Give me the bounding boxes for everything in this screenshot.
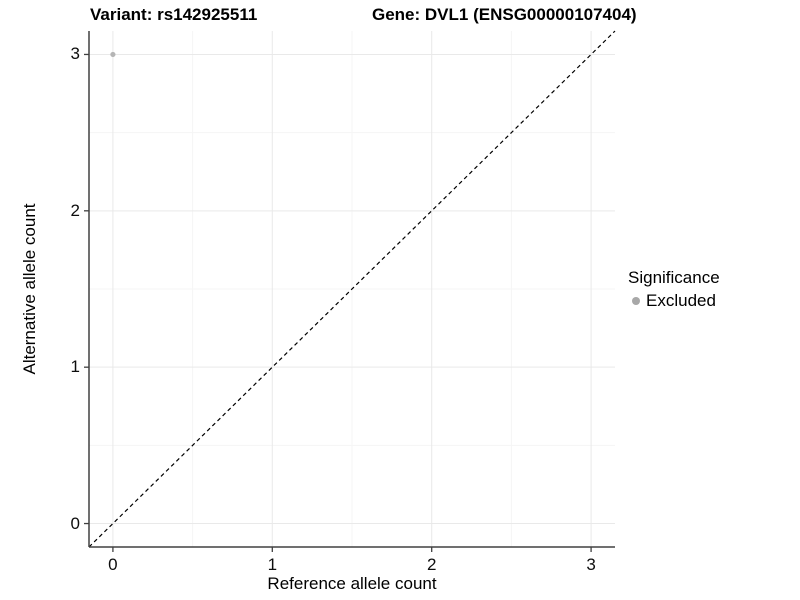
plot-title-variant: Variant: rs142925511 [90, 5, 258, 24]
identity-reference-line [88, 30, 616, 548]
legend-entries: Excluded [628, 291, 720, 311]
y-tick-label: 1 [70, 357, 80, 377]
legend-entry: Excluded [628, 291, 720, 311]
legend: Significance Excluded [628, 268, 720, 311]
x-tick-label: 3 [586, 555, 596, 574]
x-axis-title: Reference allele count [267, 574, 437, 593]
data-point [110, 51, 116, 58]
y-axis-title: Alternative allele count [20, 203, 39, 375]
legend-title: Significance [628, 268, 720, 287]
legend-entry-label: Excluded [646, 291, 716, 310]
y-tick-label: 2 [70, 200, 80, 220]
y-tick-label: 3 [70, 44, 80, 64]
legend-point-icon [632, 297, 640, 305]
x-tick-label: 2 [426, 555, 437, 574]
x-tick-label: 1 [267, 555, 278, 574]
y-tick-label: 0 [70, 513, 80, 533]
x-tick-label: 0 [108, 555, 118, 574]
plot-title-gene: Gene: DVL1 (ENSG00000107404) [372, 5, 637, 24]
